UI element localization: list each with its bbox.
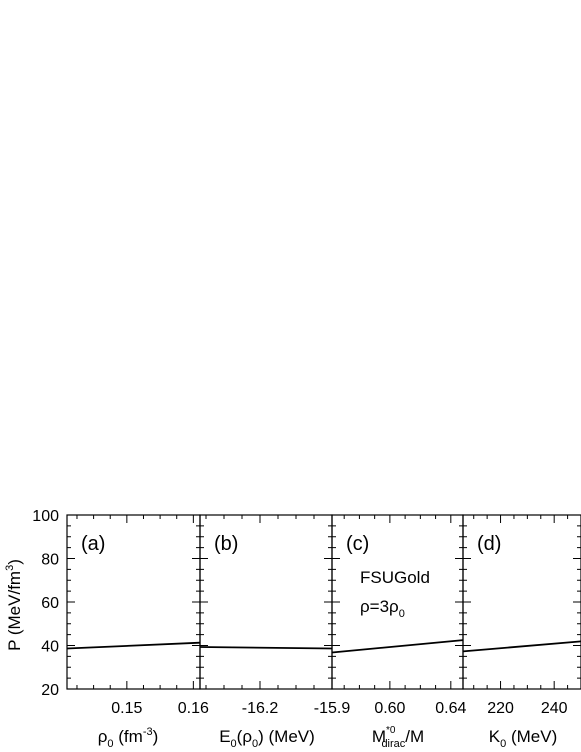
ytick-label-2: 60 — [41, 595, 59, 612]
x-label-b: E0(ρ0) (MeV) — [219, 727, 315, 750]
x-label-a: ρ0 (fm-3) — [98, 726, 159, 750]
y-axis-label: P (MeV/fm3) — [4, 559, 24, 651]
x-label-b-main: E — [219, 727, 230, 746]
panel-c-xtick-label-0: 0.60 — [374, 700, 405, 717]
panel-b-xtick-label-0: -16.2 — [242, 700, 279, 717]
x-label-b-sub: 0 — [231, 738, 237, 750]
x-label-c: M*0 dirac/M — [372, 725, 424, 750]
panel-b-pressure-line — [199, 646, 333, 650]
ytick-label-0: 20 — [41, 682, 59, 699]
panel-d-xtick-label-1: 240 — [541, 700, 568, 717]
panel-b-xtick-label-1: -15.9 — [314, 700, 351, 717]
x-label-b-end: ) (MeV) — [258, 727, 315, 746]
panel-c-xtick-label-1: 0.64 — [435, 700, 466, 717]
x-label-b-rest: (ρ — [237, 727, 252, 746]
y-axis-label-main: P (MeV/fm — [5, 571, 24, 651]
x-label-d-main: K — [489, 727, 501, 746]
panel-a-xtick-label-1: 0.16 — [178, 700, 209, 717]
panel-c-pressure-line — [331, 639, 464, 654]
panel-d-tag: (d) — [477, 533, 501, 555]
x-label-d-sub: 0 — [500, 738, 506, 750]
x-label-c-main: M — [372, 727, 386, 746]
panel-d: 220 240 (d) — [462, 514, 581, 717]
x-label-a-sup: -3 — [143, 726, 153, 738]
x-label-b-sub2: 0 — [252, 738, 258, 750]
y-axis-label-sup: 3 — [4, 565, 16, 571]
panel-a-tag: (a) — [81, 533, 105, 555]
panel-a: 0.15 0.16 (a) — [66, 514, 209, 717]
density-annotation-sub: 0 — [399, 608, 405, 620]
panel-b-tag: (b) — [214, 533, 238, 555]
panel-c-tag: (c) — [346, 533, 369, 555]
x-label-a-end: ) — [153, 727, 159, 746]
ytick-label-1: 40 — [41, 639, 59, 656]
ytick-label-4: 100 — [32, 508, 59, 525]
panel-a-xtick-label-0: 0.15 — [111, 700, 142, 717]
x-label-a-main: ρ — [98, 727, 108, 746]
x-label-c-sup: *0 — [386, 725, 396, 736]
model-annotation: FSUGold — [360, 568, 430, 587]
x-label-d-end: (MeV) — [506, 727, 557, 746]
x-label-a-rest: (fm — [114, 727, 143, 746]
x-label-d: K0 (MeV) — [489, 727, 557, 750]
x-label-a-sub: 0 — [107, 738, 113, 750]
ytick-label-3: 80 — [41, 552, 59, 569]
panels: 0.15 0.16 (a) -16.2 -15.9 (b) 0.60 0.64 (c) 220 24… — [66, 514, 581, 717]
x-label-c-end: /M — [405, 727, 424, 746]
x-label-c-sub: dirac — [381, 738, 405, 750]
density-annotation: ρ=3ρ0 — [360, 597, 405, 620]
y-axis-label-end: ) — [5, 559, 24, 565]
panel-b: -16.2 -15.9 (b) — [199, 514, 351, 717]
density-annotation-main: ρ=3ρ — [360, 597, 399, 616]
y-axis: 20 40 60 80 100 — [32, 508, 59, 699]
panel-d-pressure-line — [462, 640, 581, 653]
panel-a-pressure-line — [66, 641, 201, 650]
panel-d-xtick-label-0: 220 — [487, 700, 514, 717]
